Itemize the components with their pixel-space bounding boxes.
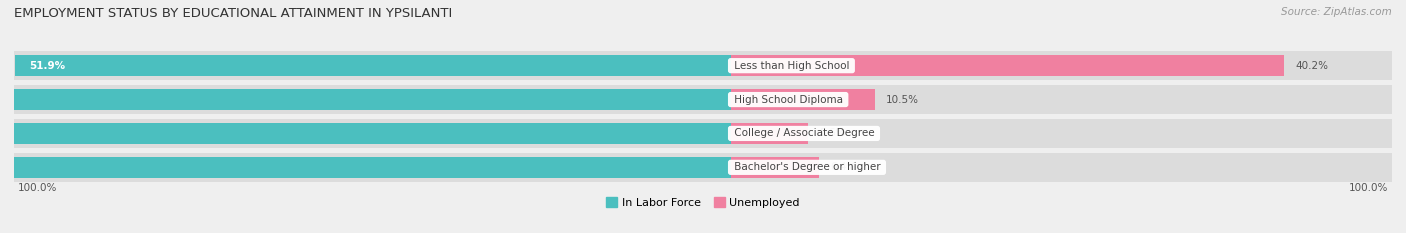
Text: 100.0%: 100.0% xyxy=(18,183,58,193)
Legend: In Labor Force, Unemployed: In Labor Force, Unemployed xyxy=(606,197,800,208)
Text: 6.4%: 6.4% xyxy=(830,162,856,172)
Bar xyxy=(14,119,1392,148)
Text: Bachelor's Degree or higher: Bachelor's Degree or higher xyxy=(731,162,883,172)
Text: 5.6%: 5.6% xyxy=(818,128,845,138)
Text: College / Associate Degree: College / Associate Degree xyxy=(731,128,877,138)
Bar xyxy=(731,123,807,144)
Bar xyxy=(14,85,1392,114)
Text: EMPLOYMENT STATUS BY EDUCATIONAL ATTAINMENT IN YPSILANTI: EMPLOYMENT STATUS BY EDUCATIONAL ATTAINM… xyxy=(14,7,453,20)
Bar xyxy=(731,157,818,178)
Bar xyxy=(0,123,731,144)
Text: 100.0%: 100.0% xyxy=(1348,183,1388,193)
Text: Less than High School: Less than High School xyxy=(731,61,852,71)
Bar xyxy=(0,157,731,178)
Bar xyxy=(14,51,1392,80)
Text: 10.5%: 10.5% xyxy=(886,95,920,105)
Text: 51.9%: 51.9% xyxy=(30,61,65,71)
Bar xyxy=(731,89,876,110)
Text: Source: ZipAtlas.com: Source: ZipAtlas.com xyxy=(1281,7,1392,17)
Bar xyxy=(731,55,1285,76)
Text: 40.2%: 40.2% xyxy=(1295,61,1329,71)
Bar xyxy=(0,89,731,110)
Bar xyxy=(14,153,1392,182)
Text: High School Diploma: High School Diploma xyxy=(731,95,846,105)
Bar xyxy=(15,55,731,76)
